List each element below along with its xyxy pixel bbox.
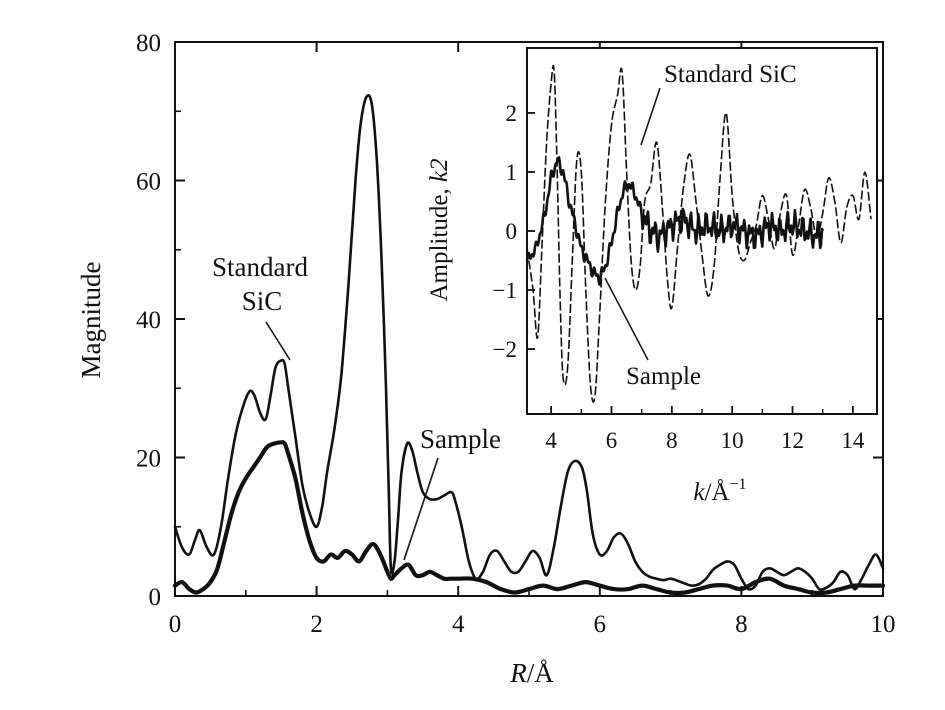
main-y-tick-label: 80	[136, 30, 161, 57]
inset-x-tick-label: 6	[606, 428, 618, 453]
main-y-tick-label: 60	[136, 169, 161, 196]
inset-annotation-standard: Standard SiC	[664, 61, 797, 88]
main-y-tick-label: 40	[136, 307, 161, 334]
inset-series	[525, 64, 872, 403]
inset-y-tick-label: 2	[506, 101, 518, 126]
main-series-sample	[172, 440, 886, 596]
inset-y-tick-label: −1	[493, 278, 517, 303]
main-series	[172, 94, 886, 596]
main-y-axis-title: Magnitude	[76, 261, 106, 378]
main-annotation-sample-leader	[403, 457, 439, 561]
main-x-tick-label: 0	[169, 611, 182, 638]
main-x-tick-label: 10	[871, 611, 896, 638]
main-annotation-standard-leader	[265, 321, 291, 361]
inset-x-tick-label: 12	[781, 428, 804, 453]
inset-x-axis-title: k/Å−1	[693, 476, 746, 506]
inset-x-tick-label: 8	[666, 428, 678, 453]
main-annotation-sample: Sample	[420, 424, 501, 454]
inset-y-tick-label: −2	[493, 337, 517, 362]
inset-annotation-standard-leader	[640, 87, 661, 146]
main-x-tick-label: 6	[594, 611, 607, 638]
main-annotation-standard-line2: SiC	[242, 286, 283, 316]
inset-series-inset-sample	[525, 156, 824, 286]
inset-series-inset-standard	[526, 64, 872, 403]
inset-y-tick-label: 1	[506, 160, 518, 185]
inset-y-tick-label: 0	[506, 219, 518, 244]
main-series-standard	[173, 94, 885, 591]
main-y-tick-label: 0	[149, 584, 162, 611]
inset-y-axis-title: Amplitude, k2	[426, 158, 453, 301]
main-x-axis-title: R/Å	[509, 658, 554, 688]
inset-annotation-sample: Sample	[626, 363, 701, 390]
main-annotation-standard-line1: Standard	[212, 252, 308, 282]
main-x-tick-label: 4	[452, 611, 465, 638]
main-y-tick-label: 20	[136, 446, 161, 473]
inset-annotation-sample-leader	[604, 277, 649, 361]
inset-x-tick-label: 10	[721, 428, 744, 453]
inset-x-tick-label: 14	[841, 428, 865, 453]
main-x-tick-label: 8	[735, 611, 748, 638]
main-x-tick-label: 2	[310, 611, 323, 638]
inset-x-tick-label: 4	[545, 428, 557, 453]
